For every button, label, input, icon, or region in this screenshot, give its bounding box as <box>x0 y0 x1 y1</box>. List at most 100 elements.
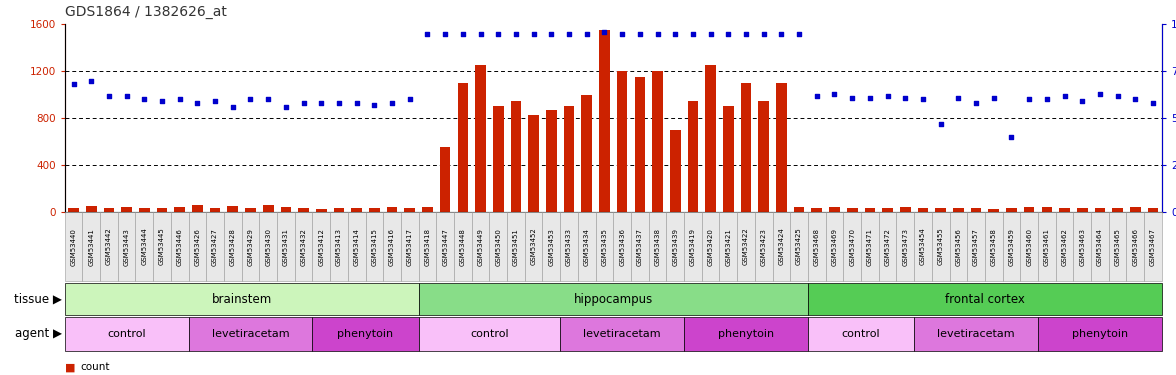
Text: GSM53425: GSM53425 <box>796 228 802 266</box>
Text: GSM53430: GSM53430 <box>266 228 272 266</box>
Text: phenytoin: phenytoin <box>719 329 774 339</box>
Text: GSM53429: GSM53429 <box>247 228 254 266</box>
Point <box>1073 98 1091 104</box>
Text: GSM53462: GSM53462 <box>1062 228 1068 266</box>
Point <box>1108 93 1127 99</box>
Text: GSM53420: GSM53420 <box>708 228 714 266</box>
Text: GSM53418: GSM53418 <box>425 228 430 266</box>
Bar <box>759 100 769 212</box>
Text: GSM53427: GSM53427 <box>212 228 218 266</box>
Text: GSM53412: GSM53412 <box>319 228 325 266</box>
Point <box>1020 96 1038 102</box>
Text: GSM53463: GSM53463 <box>1080 228 1085 266</box>
Text: GSM53448: GSM53448 <box>460 228 466 266</box>
Bar <box>581 95 592 212</box>
Text: GSM53419: GSM53419 <box>690 228 696 266</box>
Text: count: count <box>80 363 109 372</box>
Point <box>82 78 101 84</box>
Bar <box>1148 208 1158 212</box>
Bar <box>989 209 1000 212</box>
Bar <box>103 209 114 212</box>
Text: GSM53464: GSM53464 <box>1097 228 1103 266</box>
Text: GSM53470: GSM53470 <box>849 228 855 266</box>
Point <box>259 96 278 102</box>
Point <box>896 94 915 100</box>
Bar <box>900 207 910 212</box>
Point <box>1002 134 1021 140</box>
Text: levetiracetam: levetiracetam <box>937 329 1015 339</box>
Text: GSM53421: GSM53421 <box>726 228 731 266</box>
Point <box>507 31 526 37</box>
Point <box>949 94 968 100</box>
Bar <box>811 208 822 212</box>
Point <box>472 31 490 37</box>
Bar <box>263 206 274 212</box>
Text: GSM53441: GSM53441 <box>88 228 94 266</box>
Bar <box>723 106 734 212</box>
Bar <box>510 100 521 212</box>
Text: GSM53433: GSM53433 <box>566 228 572 266</box>
Bar <box>156 209 167 212</box>
Point <box>595 29 614 35</box>
Point <box>382 100 401 106</box>
Point <box>347 100 366 106</box>
Bar <box>121 207 132 212</box>
Text: GSM53452: GSM53452 <box>530 228 536 266</box>
Text: GSM53445: GSM53445 <box>159 228 165 266</box>
Bar <box>864 208 875 212</box>
Point <box>100 93 119 99</box>
Point <box>294 100 313 106</box>
Text: GSM53460: GSM53460 <box>1027 228 1033 266</box>
Text: GSM53468: GSM53468 <box>814 228 820 266</box>
Point <box>542 31 561 37</box>
Point <box>560 31 579 37</box>
Text: phenytoin: phenytoin <box>1071 329 1128 339</box>
Text: GSM53453: GSM53453 <box>548 228 554 266</box>
Text: GSM53432: GSM53432 <box>301 228 307 266</box>
Point <box>400 96 419 102</box>
Text: GDS1864 / 1382626_at: GDS1864 / 1382626_at <box>65 5 227 19</box>
Point <box>312 100 330 106</box>
Bar <box>776 83 787 212</box>
Text: GSM53455: GSM53455 <box>937 228 943 266</box>
Point <box>613 31 632 37</box>
Bar <box>528 115 539 212</box>
Bar <box>706 65 716 212</box>
Bar <box>546 110 556 212</box>
Point <box>683 31 702 37</box>
Point <box>1037 96 1056 102</box>
Bar <box>1130 207 1141 212</box>
Text: GSM53469: GSM53469 <box>831 228 837 266</box>
Bar <box>209 208 220 212</box>
Point <box>754 31 773 37</box>
Bar <box>68 208 79 212</box>
Point <box>329 100 348 106</box>
Text: GSM53423: GSM53423 <box>761 228 767 266</box>
Point <box>171 96 189 102</box>
Point <box>984 94 1003 100</box>
Text: GSM53471: GSM53471 <box>867 228 873 266</box>
Bar <box>405 209 415 212</box>
Bar <box>281 207 292 212</box>
Text: GSM53424: GSM53424 <box>779 228 784 266</box>
Text: tissue ▶: tissue ▶ <box>14 292 62 306</box>
Text: GSM53416: GSM53416 <box>389 228 395 266</box>
Bar <box>653 71 663 212</box>
Bar <box>475 65 486 212</box>
Text: GSM53437: GSM53437 <box>637 228 643 266</box>
Text: GSM53454: GSM53454 <box>920 228 926 266</box>
Bar <box>917 208 928 212</box>
Text: GSM53472: GSM53472 <box>884 228 890 266</box>
Text: GSM53439: GSM53439 <box>673 228 679 266</box>
Text: GSM53426: GSM53426 <box>194 228 200 266</box>
Point <box>454 31 473 37</box>
Bar <box>352 209 362 212</box>
Point <box>276 104 295 110</box>
Point <box>719 31 737 37</box>
Text: GSM53442: GSM53442 <box>106 228 112 266</box>
Bar <box>599 30 609 212</box>
Bar <box>1112 208 1123 212</box>
Text: GSM53473: GSM53473 <box>902 228 908 266</box>
Bar <box>245 209 256 212</box>
Bar <box>1077 208 1088 212</box>
